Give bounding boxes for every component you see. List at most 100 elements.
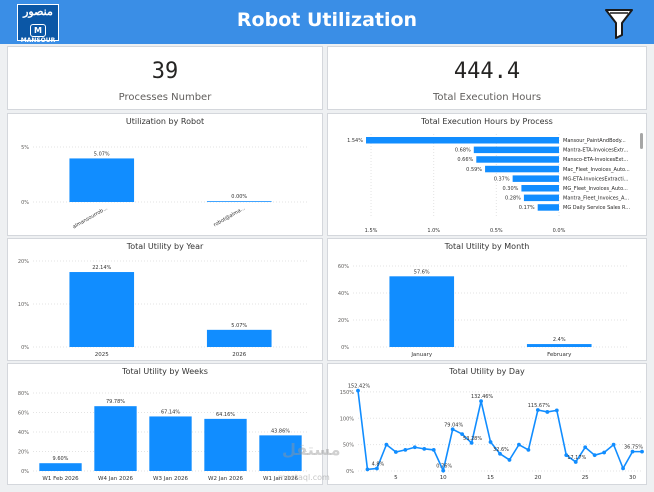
logo-arabic-text: منصور bbox=[23, 5, 53, 18]
y-tick-label: 20% bbox=[18, 450, 29, 456]
data-label: 0.76% bbox=[436, 464, 452, 470]
y-tick-label: 40% bbox=[338, 291, 349, 297]
data-label: 67.14% bbox=[161, 409, 180, 415]
bar-2 bbox=[206, 329, 272, 347]
data-point bbox=[517, 442, 521, 447]
bar-6 bbox=[521, 185, 559, 192]
kpi-label-hours: Total Execution Hours bbox=[432, 92, 542, 103]
mansour-logo: منصور M MANSOUR bbox=[17, 4, 59, 44]
bar-5 bbox=[512, 175, 559, 182]
data-point bbox=[640, 449, 644, 454]
panel-utility-by-day[interactable]: Total Utility by Day 150% 100% 50% 0% 5 10 15 2… bbox=[327, 363, 647, 485]
data-point bbox=[356, 388, 360, 393]
y-tick-label: MG-ETA-InvoicesExtracti... bbox=[563, 176, 629, 182]
chart-execution-hours-by-process: 1.5% 1.0% 0.5% 0.0% 1.54% Mansour_PaintAndBod… bbox=[347, 134, 630, 234]
x-tick-label: 2025 bbox=[95, 352, 109, 358]
data-point bbox=[573, 460, 578, 464]
y-tick-label: Mac_Fleet_Invoices_Auto... bbox=[563, 167, 630, 173]
x-tick-label: W3 Jan 2026 bbox=[153, 476, 188, 482]
chart-title: Total Utility by Month bbox=[444, 242, 530, 251]
data-label: 152.42% bbox=[348, 384, 370, 390]
y-tick-label: 60% bbox=[338, 264, 349, 270]
chart-title: Total Utility by Year bbox=[126, 242, 204, 251]
data-point bbox=[460, 432, 465, 436]
y-tick-label: 0% bbox=[21, 200, 29, 206]
data-label: 0.59% bbox=[466, 167, 482, 173]
data-label: 79.78% bbox=[106, 399, 125, 405]
data-label: 32.6% bbox=[493, 447, 509, 453]
y-tick-label: Mansco-ETA-InvoicesExt... bbox=[563, 157, 629, 163]
x-tick-label: W4 Jan 2026 bbox=[98, 476, 133, 482]
bar-2 bbox=[206, 201, 272, 202]
bar-2 bbox=[94, 406, 137, 471]
data-point bbox=[412, 445, 417, 450]
bar-1 bbox=[69, 158, 135, 202]
y-tick-label: 60% bbox=[18, 411, 29, 417]
data-label: 5.07% bbox=[231, 323, 247, 329]
x-tick-label: 1.5% bbox=[365, 228, 378, 234]
x-tick-label: February bbox=[547, 352, 572, 358]
data-label: 0.30% bbox=[503, 186, 519, 192]
logo-mark: M bbox=[30, 24, 46, 37]
y-tick-label: Mantra_Fleet_Invoices_A... bbox=[563, 196, 629, 202]
data-point bbox=[498, 451, 502, 456]
y-tick-label: Mantra-ETA-InvoicesExtr... bbox=[563, 148, 629, 154]
bar-1 bbox=[39, 463, 82, 471]
data-point bbox=[479, 399, 483, 404]
data-label: 115.67% bbox=[528, 403, 550, 409]
data-label: 4.8% bbox=[372, 461, 385, 467]
data-label: 0.28% bbox=[505, 196, 521, 202]
kpi-value-processes: 39 bbox=[151, 59, 179, 84]
y-tick-label: Mansour_PaintAndBody... bbox=[563, 138, 626, 144]
data-label: 2.4% bbox=[553, 337, 566, 343]
x-tick-label: 20 bbox=[534, 475, 541, 481]
data-label: 64.16% bbox=[216, 412, 235, 418]
y-tick-label: 5% bbox=[21, 145, 29, 151]
data-point bbox=[545, 410, 550, 414]
filter-icon[interactable] bbox=[604, 7, 634, 43]
panel-scrollbar[interactable] bbox=[640, 133, 643, 149]
y-tick-label: 20% bbox=[338, 318, 349, 324]
chart-title: Total Execution Hours by Process bbox=[421, 117, 553, 126]
chart-utility-by-day: 150% 100% 50% 0% 5 10 15 20 25 30 152.42% 4.8% 0.76%… bbox=[340, 384, 644, 481]
y-tick-label: 50% bbox=[343, 443, 354, 449]
panel-execution-hours-by-process[interactable]: Total Execution Hours by Process 1.5% 1.0… bbox=[327, 113, 647, 236]
panel-utility-by-month[interactable]: Total Utility by Month 60% 40% 20% 0% 57.6% J… bbox=[327, 238, 647, 361]
chart-utility-by-weeks: 80% 60% 40% 20% 0% 9.60% W1 Feb 2026 79.78% W4 J… bbox=[18, 391, 308, 482]
panel-utilization-by-robot[interactable]: Utilization by Robot 5% 0% 5.07% almansourr… bbox=[7, 113, 323, 236]
data-label: 43.86% bbox=[271, 428, 290, 434]
data-point bbox=[469, 441, 474, 445]
data-label: 0.66% bbox=[457, 157, 473, 163]
data-label: 132.46% bbox=[471, 394, 493, 400]
bar-1 bbox=[366, 137, 559, 144]
data-point bbox=[564, 453, 569, 458]
data-point bbox=[602, 450, 607, 455]
chart-title: Total Utility by Weeks bbox=[122, 367, 208, 376]
data-label: 53.28% bbox=[463, 436, 482, 442]
data-point bbox=[630, 449, 635, 454]
panel-utility-by-year[interactable]: Total Utility by Year 20% 10% 0% 22.14% 2025… bbox=[7, 238, 323, 361]
kpi-label-processes: Processes Number bbox=[118, 92, 212, 103]
data-label: 17.17% bbox=[567, 455, 586, 461]
panel-utility-by-weeks[interactable]: Total Utility by Weeks 80% 60% 40% 20% 0% 9.6… bbox=[7, 363, 323, 485]
data-point bbox=[554, 408, 559, 413]
data-point bbox=[365, 467, 370, 472]
bar-2 bbox=[473, 146, 559, 154]
bar-5 bbox=[259, 435, 302, 471]
data-point bbox=[592, 453, 597, 458]
data-label: 5.07% bbox=[94, 151, 110, 157]
y-tick-label: 80% bbox=[18, 391, 29, 397]
y-tick-label: MG_Fleet_Invoices_Auto... bbox=[563, 186, 628, 192]
data-label: 57.6% bbox=[414, 269, 430, 275]
chart-utility-by-month: 60% 40% 20% 0% 57.6% January 2.4% February bbox=[338, 264, 628, 358]
data-point bbox=[403, 448, 408, 452]
x-tick-label: W2 Jan 2026 bbox=[208, 476, 243, 482]
x-tick-label: 15 bbox=[487, 475, 494, 481]
series-line bbox=[357, 390, 642, 474]
y-tick-label: 40% bbox=[18, 430, 29, 436]
chart-utilization-by-robot: 5% 0% 5.07% almansourrob... 0.00% robot@alma.… bbox=[21, 145, 308, 230]
x-tick-label: 10 bbox=[440, 475, 447, 481]
y-tick-label: 20% bbox=[18, 259, 29, 265]
data-point bbox=[431, 448, 436, 452]
data-label: 9.60% bbox=[53, 456, 69, 462]
